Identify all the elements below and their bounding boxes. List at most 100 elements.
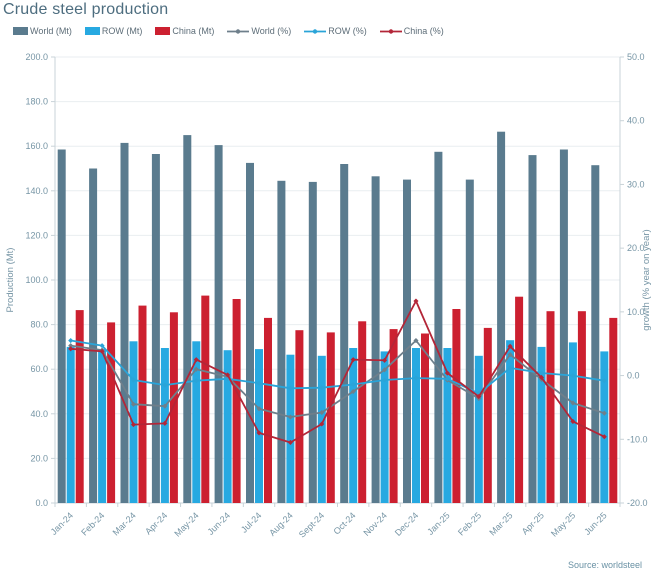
bar-Jan-25	[452, 309, 461, 503]
marker-Apr-25	[538, 374, 545, 381]
bar-Jun-25	[591, 165, 600, 503]
bar-Apr-25	[546, 311, 555, 503]
bar-Jan-24	[57, 149, 66, 503]
legend-label: ROW (Mt)	[101, 26, 143, 36]
bar-Feb-25	[474, 355, 483, 503]
marker-Sept-24	[319, 385, 325, 391]
x-axis-label: Dec-24	[393, 510, 421, 538]
legend-item-world-mt: World (Mt)	[13, 26, 72, 36]
x-axis-label: Nov-24	[361, 510, 389, 538]
right-axis-tick-label: 20.0	[627, 243, 645, 253]
left-axis-tick-label: 40.0	[30, 409, 48, 419]
marker-Mar-25	[507, 352, 513, 358]
bar-Aug-24	[277, 180, 286, 504]
x-axis-label: Mar-24	[111, 510, 138, 537]
right-axis-tick-label: -10.0	[627, 434, 648, 444]
left-axis-tick-label: 20.0	[30, 453, 48, 463]
x-axis-label: May-24	[172, 510, 200, 538]
left-axis-tick-label: 200.0	[25, 52, 48, 62]
source-caption: Source: worldsteel	[567, 560, 642, 570]
marker-Jul-24	[256, 430, 262, 436]
bar-Aug-24	[286, 354, 295, 503]
legend-label: China (%)	[403, 26, 444, 36]
bar-May-24	[192, 341, 201, 503]
right-axis-tick-label: 40.0	[627, 116, 645, 126]
bar-Jan-25	[443, 348, 452, 503]
x-axis-label: Sept-24	[297, 510, 326, 539]
marker-May-24	[193, 378, 199, 384]
marker-Apr-24	[162, 382, 168, 388]
bar-Jul-24	[255, 349, 263, 503]
bar-Dec-24	[403, 179, 411, 503]
bar-Feb-24	[89, 168, 98, 503]
bars-china-mt-	[75, 295, 618, 503]
bar-Apr-24	[169, 312, 178, 503]
bar-Mar-25	[515, 296, 524, 503]
legend-label: China (Mt)	[172, 26, 215, 36]
bar-Apr-25	[528, 155, 537, 503]
world-pct-line-swatch-icon	[227, 27, 250, 36]
marker-Mar-24	[130, 377, 137, 383]
bar-Nov-24	[371, 176, 380, 504]
x-axis-label: Jan-25	[425, 510, 452, 537]
page-title: Crude steel production	[3, 1, 169, 18]
marker-Jul-24	[256, 380, 262, 386]
bar-Sept-24	[326, 332, 335, 503]
bar-Feb-25	[483, 327, 492, 503]
bar-Oct-24	[349, 348, 358, 503]
marker-Dec-24	[413, 375, 419, 381]
chart-legend: World (Mt) ROW (Mt) China (Mt) World (%)…	[13, 26, 444, 36]
x-axis-label: Jun-25	[582, 510, 609, 537]
bar-Jan-24	[75, 310, 84, 503]
marker-Apr-24	[162, 420, 168, 426]
bar-Dec-24	[412, 348, 420, 503]
right-axis-tick-label: 30.0	[627, 179, 645, 189]
left-axis-tick-label: 80.0	[30, 320, 48, 330]
x-axis-label: Feb-25	[456, 510, 483, 537]
marker-Sept-24	[319, 409, 325, 416]
marker-Mar-24	[130, 422, 137, 428]
bar-May-24	[183, 135, 192, 503]
marker-May-24	[193, 366, 199, 372]
right-axis-tick-label: -20.0	[627, 498, 648, 508]
legend-item-row-pct: ROW (%)	[304, 26, 367, 36]
marker-Jan-24	[68, 343, 74, 349]
x-axis-label: Mar-25	[487, 510, 514, 537]
combo-chart: 0.0 20.0 40.0 60.0 80.0 100.0 120.0 140.0 160.0 1…	[5, 52, 652, 540]
marker-Apr-25	[538, 370, 545, 376]
legend-label: World (%)	[251, 26, 292, 36]
left-axis-tick-label: 0.0	[35, 498, 48, 508]
bar-Sept-24	[308, 181, 317, 503]
marker-Apr-24	[162, 403, 168, 409]
marker-Aug-24	[287, 414, 293, 420]
bar-Jun-25	[600, 351, 609, 503]
bar-Oct-24	[340, 164, 349, 503]
x-axis-label: Jul-24	[239, 510, 263, 534]
bar-Mar-25	[497, 131, 506, 503]
marker-Jul-24	[256, 406, 262, 412]
marker-Nov-24	[382, 357, 388, 363]
right-axis-title: growth (% year on year)	[641, 229, 652, 330]
bar-Jun-24	[214, 145, 223, 503]
marker-Oct-24	[350, 357, 356, 363]
bars-row-mt-	[66, 340, 609, 503]
marker-Feb-25	[476, 394, 482, 400]
marker-Oct-24	[350, 381, 356, 388]
x-axis-label: Oct-24	[331, 510, 357, 536]
left-axis-tick-label: 60.0	[30, 364, 48, 374]
line-row-	[70, 339, 605, 395]
line-world-	[70, 339, 605, 418]
legend-item-row-mt: ROW (Mt)	[84, 26, 143, 36]
bar-May-25	[559, 149, 568, 503]
bar-Jun-24	[223, 350, 232, 503]
bar-Jun-25	[609, 317, 618, 503]
row-pct-line-swatch-icon	[304, 27, 327, 36]
bar-Mar-24	[120, 142, 129, 503]
bar-Nov-24	[389, 329, 398, 503]
bars-world-mt-	[57, 131, 600, 504]
x-axis-label: Jun-24	[206, 510, 233, 537]
bar-Feb-24	[98, 349, 107, 503]
marker-Sept-24	[319, 421, 325, 427]
bar-Feb-25	[465, 179, 474, 503]
